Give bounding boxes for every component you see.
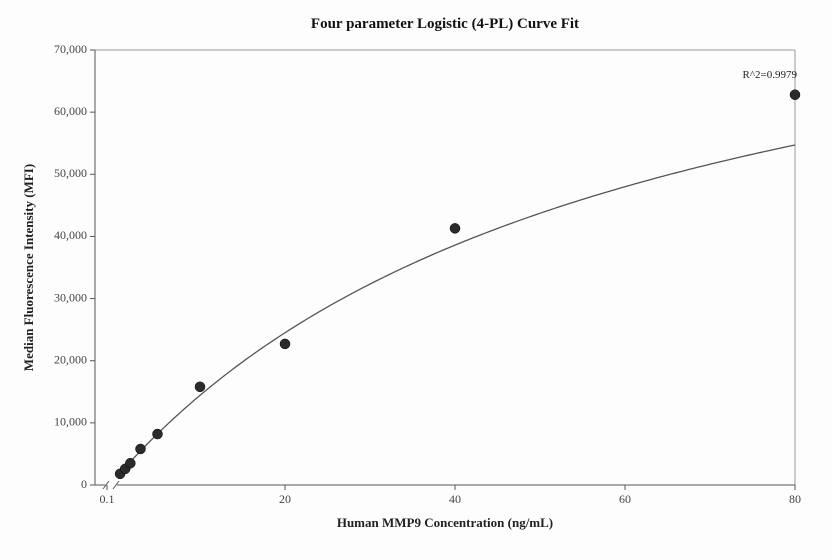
data-point xyxy=(125,458,135,468)
data-point xyxy=(280,339,290,349)
y-tick-label: 30,000 xyxy=(54,290,87,304)
data-point xyxy=(153,429,163,439)
y-tick-label: 50,000 xyxy=(54,166,87,180)
y-tick-label: 60,000 xyxy=(54,104,87,118)
y-tick-label: 20,000 xyxy=(54,352,87,366)
y-axis-label: Median Fluorescence Intensity (MFI) xyxy=(21,164,36,371)
y-tick-label: 40,000 xyxy=(54,228,87,242)
x-tick-label: 0.1 xyxy=(100,492,115,506)
chart-svg: 0 10,000 20,000 30,000 40,000 50,000 60,000 70,… xyxy=(0,0,832,560)
y-tick-label: 0 xyxy=(81,477,87,491)
y-tick-label: 70,000 xyxy=(54,42,87,56)
data-point xyxy=(790,90,800,100)
data-point xyxy=(195,382,205,392)
y-tick-label: 10,000 xyxy=(54,415,87,429)
data-point xyxy=(450,223,460,233)
x-tick-label: 60 xyxy=(619,492,631,506)
x-tick-label: 20 xyxy=(279,492,291,506)
chart-container: 0 10,000 20,000 30,000 40,000 50,000 60,000 70,… xyxy=(0,0,832,560)
x-tick-label: 40 xyxy=(449,492,461,506)
data-point xyxy=(136,444,146,454)
x-tick-label: 80 xyxy=(789,492,801,506)
x-axis-label: Human MMP9 Concentration (ng/mL) xyxy=(337,515,553,530)
chart-title: Four parameter Logistic (4-PL) Curve Fit xyxy=(311,16,579,32)
r-squared-annotation: R^2=0.9979 xyxy=(743,69,798,81)
